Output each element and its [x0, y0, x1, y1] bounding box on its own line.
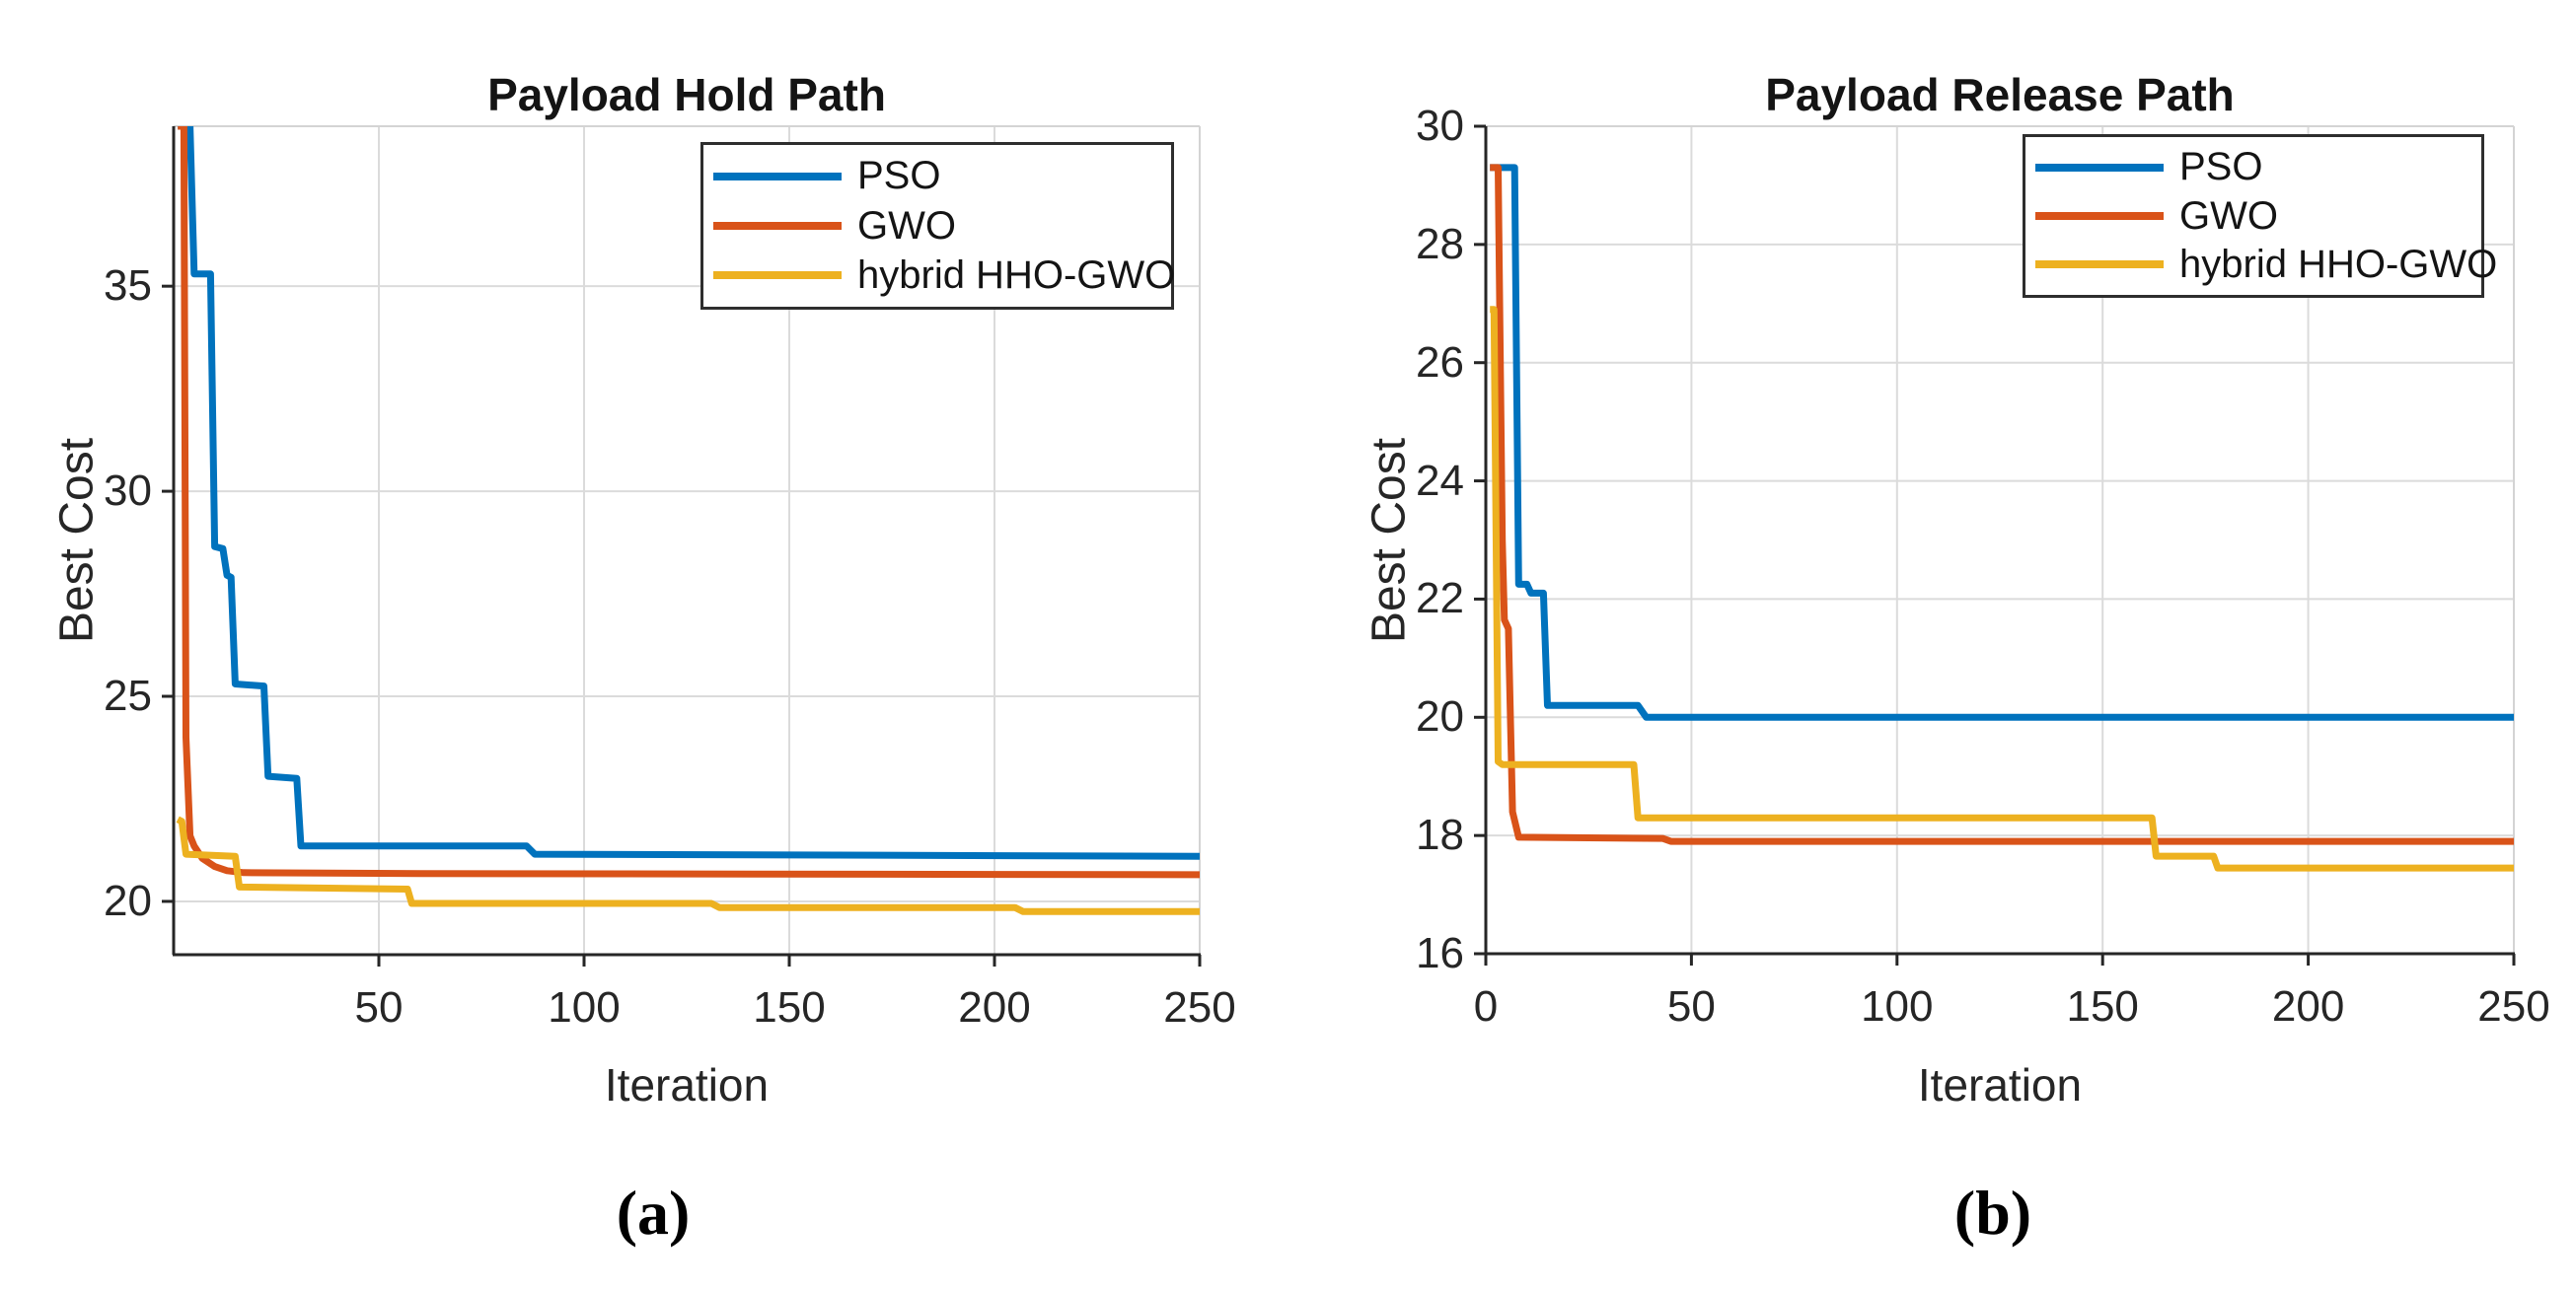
series-line-pso: [178, 126, 1200, 860]
series-line-gwo: [1490, 164, 2514, 845]
series-line-hybrid-hho-gwo: [176, 816, 1200, 915]
series-line-pso: [1490, 164, 2514, 721]
series-line-hybrid-hho-gwo: [1490, 306, 2514, 872]
series-line-gwo: [178, 126, 1200, 879]
